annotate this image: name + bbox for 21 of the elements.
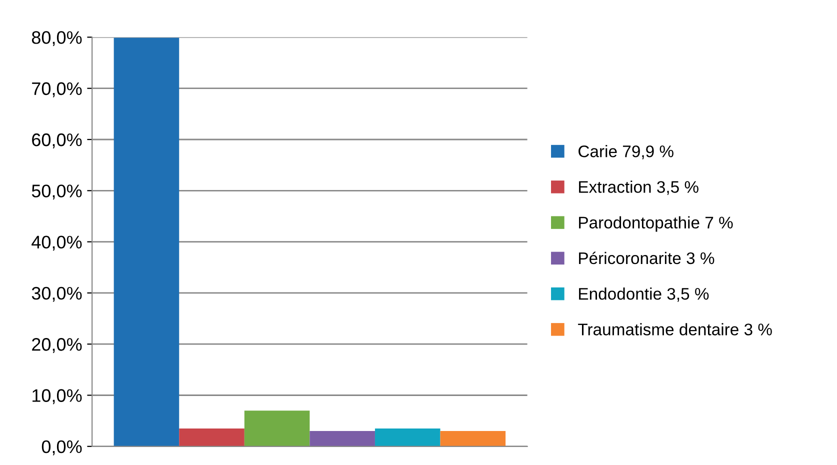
legend-label: Traumatisme dentaire 3 %	[578, 323, 772, 336]
y-tick-label: 10,0%	[32, 389, 82, 404]
bar	[310, 431, 375, 446]
y-tick-label: 70,0%	[32, 82, 82, 98]
y-tick-label: 60,0%	[32, 133, 82, 148]
y-tick-label: 20,0%	[32, 338, 82, 353]
y-tick-label: 50,0%	[32, 184, 82, 200]
bar	[440, 431, 506, 446]
bar	[179, 428, 244, 446]
legend-label: Extraction 3,5 %	[579, 180, 698, 195]
bar	[374, 428, 440, 446]
legend-label: Parodontopathie 7 %	[579, 216, 733, 232]
legend-label: Péricoronarite 3 %	[579, 252, 714, 264]
y-tick-label: 0,0%	[42, 440, 82, 456]
bar	[114, 38, 180, 446]
bar	[244, 410, 310, 446]
legend-label: Endodontie 3,5 %	[579, 288, 709, 302]
legend-label: Carie 79,9 %	[578, 145, 674, 160]
y-tick-label: 80,0%	[32, 31, 82, 46]
y-tick-label: 40,0%	[32, 236, 82, 251]
y-tick-label: 30,0%	[32, 286, 82, 302]
